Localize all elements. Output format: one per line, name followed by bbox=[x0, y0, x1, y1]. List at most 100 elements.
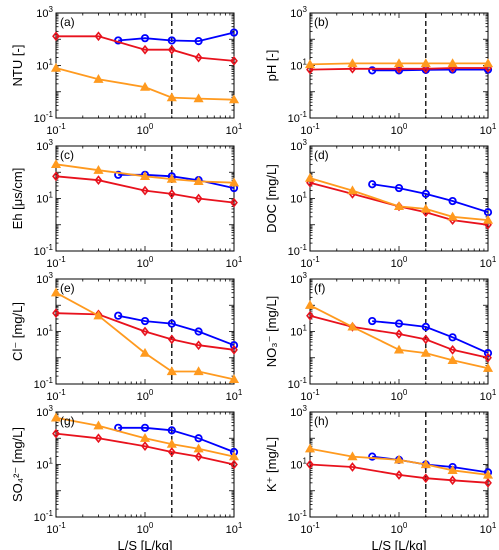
y-tick-label: 103 bbox=[290, 138, 307, 153]
series-line bbox=[118, 31, 235, 43]
x-tick-label-base: 10 bbox=[226, 258, 238, 270]
x-tick-label-exp: 1 bbox=[238, 255, 243, 264]
data-point bbox=[141, 441, 149, 452]
data-point bbox=[447, 58, 458, 68]
y-tick-label: 10-1 bbox=[288, 509, 308, 524]
panel-label: (e) bbox=[60, 281, 75, 295]
series-line bbox=[309, 67, 488, 71]
data-point bbox=[50, 159, 62, 168]
y-axis-label: K⁺ [mg/L] bbox=[264, 437, 279, 492]
data-point bbox=[166, 438, 177, 448]
x-tick-label-base: 10 bbox=[137, 391, 149, 403]
data-point bbox=[306, 64, 314, 75]
axes-box bbox=[309, 145, 489, 252]
x-tick-label: 100 bbox=[137, 388, 154, 403]
series-line bbox=[55, 67, 235, 101]
x-tick-label-base: 10 bbox=[226, 391, 238, 403]
data-point bbox=[194, 340, 203, 351]
x-tick-label: 101 bbox=[480, 388, 497, 403]
y-axis-label: NTU [-] bbox=[10, 45, 25, 87]
x-tick-label-base: 10 bbox=[391, 391, 403, 403]
data-point bbox=[368, 452, 377, 461]
data-point bbox=[230, 459, 238, 470]
axes-box bbox=[309, 411, 489, 518]
x-tick-label-base: 10 bbox=[46, 524, 58, 536]
data-point bbox=[306, 310, 314, 321]
data-point bbox=[395, 63, 403, 74]
data-point bbox=[167, 36, 176, 45]
series-line bbox=[309, 463, 489, 484]
x-tick-label-exp: -1 bbox=[313, 521, 321, 530]
x-tick-label-base: 10 bbox=[300, 125, 312, 137]
y-tick-label-base: 10 bbox=[34, 246, 46, 258]
y-tick-label: 10-1 bbox=[34, 243, 54, 258]
y-tick-label-exp: 1 bbox=[303, 324, 308, 333]
data-point bbox=[141, 44, 149, 55]
x-tick-label-base: 10 bbox=[137, 524, 149, 536]
data-point bbox=[194, 451, 203, 462]
axes-box bbox=[55, 145, 235, 252]
data-point bbox=[230, 197, 238, 208]
data-point bbox=[114, 170, 123, 179]
y-tick-label-exp: 3 bbox=[49, 138, 54, 147]
data-point bbox=[94, 31, 103, 42]
x-tick-label: 101 bbox=[226, 255, 243, 270]
data-point bbox=[306, 459, 314, 470]
y-tick-label-exp: -1 bbox=[300, 376, 308, 385]
x-tick-label-exp: 1 bbox=[238, 122, 243, 131]
y-tick-label-exp: 3 bbox=[49, 5, 54, 14]
x-tick-label: 10-1 bbox=[46, 255, 66, 270]
data-point bbox=[304, 172, 316, 182]
series-blue bbox=[114, 311, 239, 350]
y-tick-label-exp: 3 bbox=[49, 404, 54, 413]
x-tick-label: 10-1 bbox=[46, 388, 66, 403]
data-point bbox=[484, 477, 492, 488]
data-point bbox=[166, 173, 177, 183]
data-point bbox=[93, 164, 104, 174]
series-line bbox=[309, 177, 489, 221]
x-tick-label-base: 10 bbox=[137, 258, 149, 270]
y-tick-label-exp: 3 bbox=[49, 271, 54, 280]
x-tick-label: 100 bbox=[391, 255, 408, 270]
data-point bbox=[167, 334, 176, 345]
data-point bbox=[368, 180, 377, 189]
x-tick-label-base: 10 bbox=[480, 258, 492, 270]
series-line bbox=[372, 320, 489, 354]
series-line bbox=[118, 426, 235, 453]
series-orange bbox=[50, 62, 240, 104]
y-tick-label: 10-1 bbox=[288, 110, 308, 125]
data-point bbox=[394, 183, 404, 193]
x-tick-label-base: 10 bbox=[300, 391, 312, 403]
x-tick-label-exp: 1 bbox=[492, 388, 497, 397]
data-point bbox=[140, 34, 150, 43]
x-tick-label-base: 10 bbox=[300, 258, 312, 270]
data-point bbox=[50, 412, 62, 422]
y-tick-label-exp: -1 bbox=[46, 509, 54, 518]
panel-label: (b) bbox=[314, 15, 329, 29]
x-tick-label-exp: -1 bbox=[313, 255, 321, 264]
y-tick-label-exp: 1 bbox=[303, 457, 308, 466]
y-tick-label-base: 10 bbox=[36, 274, 48, 286]
y-tick-label-base: 10 bbox=[288, 379, 300, 391]
y-tick-label-exp: 1 bbox=[49, 191, 54, 200]
data-point bbox=[393, 344, 405, 354]
axes-box bbox=[55, 12, 235, 119]
x-tick-label: 101 bbox=[226, 388, 243, 403]
data-point bbox=[421, 63, 430, 74]
y-axis-label: Eh [μs/cm] bbox=[10, 168, 25, 230]
y-tick-label: 103 bbox=[290, 271, 307, 286]
y-tick-label: 101 bbox=[36, 324, 53, 339]
data-point bbox=[194, 37, 203, 46]
x-tick-label-exp: -1 bbox=[313, 388, 321, 397]
data-point bbox=[52, 31, 60, 42]
y-tick-label-exp: -1 bbox=[46, 243, 54, 252]
y-tick-label-base: 10 bbox=[290, 194, 302, 206]
series-red bbox=[52, 31, 238, 66]
x-tick-label-base: 10 bbox=[46, 125, 58, 137]
y-tick-label: 101 bbox=[36, 58, 53, 73]
panel-label: (h) bbox=[314, 414, 329, 428]
data-point bbox=[141, 185, 149, 196]
